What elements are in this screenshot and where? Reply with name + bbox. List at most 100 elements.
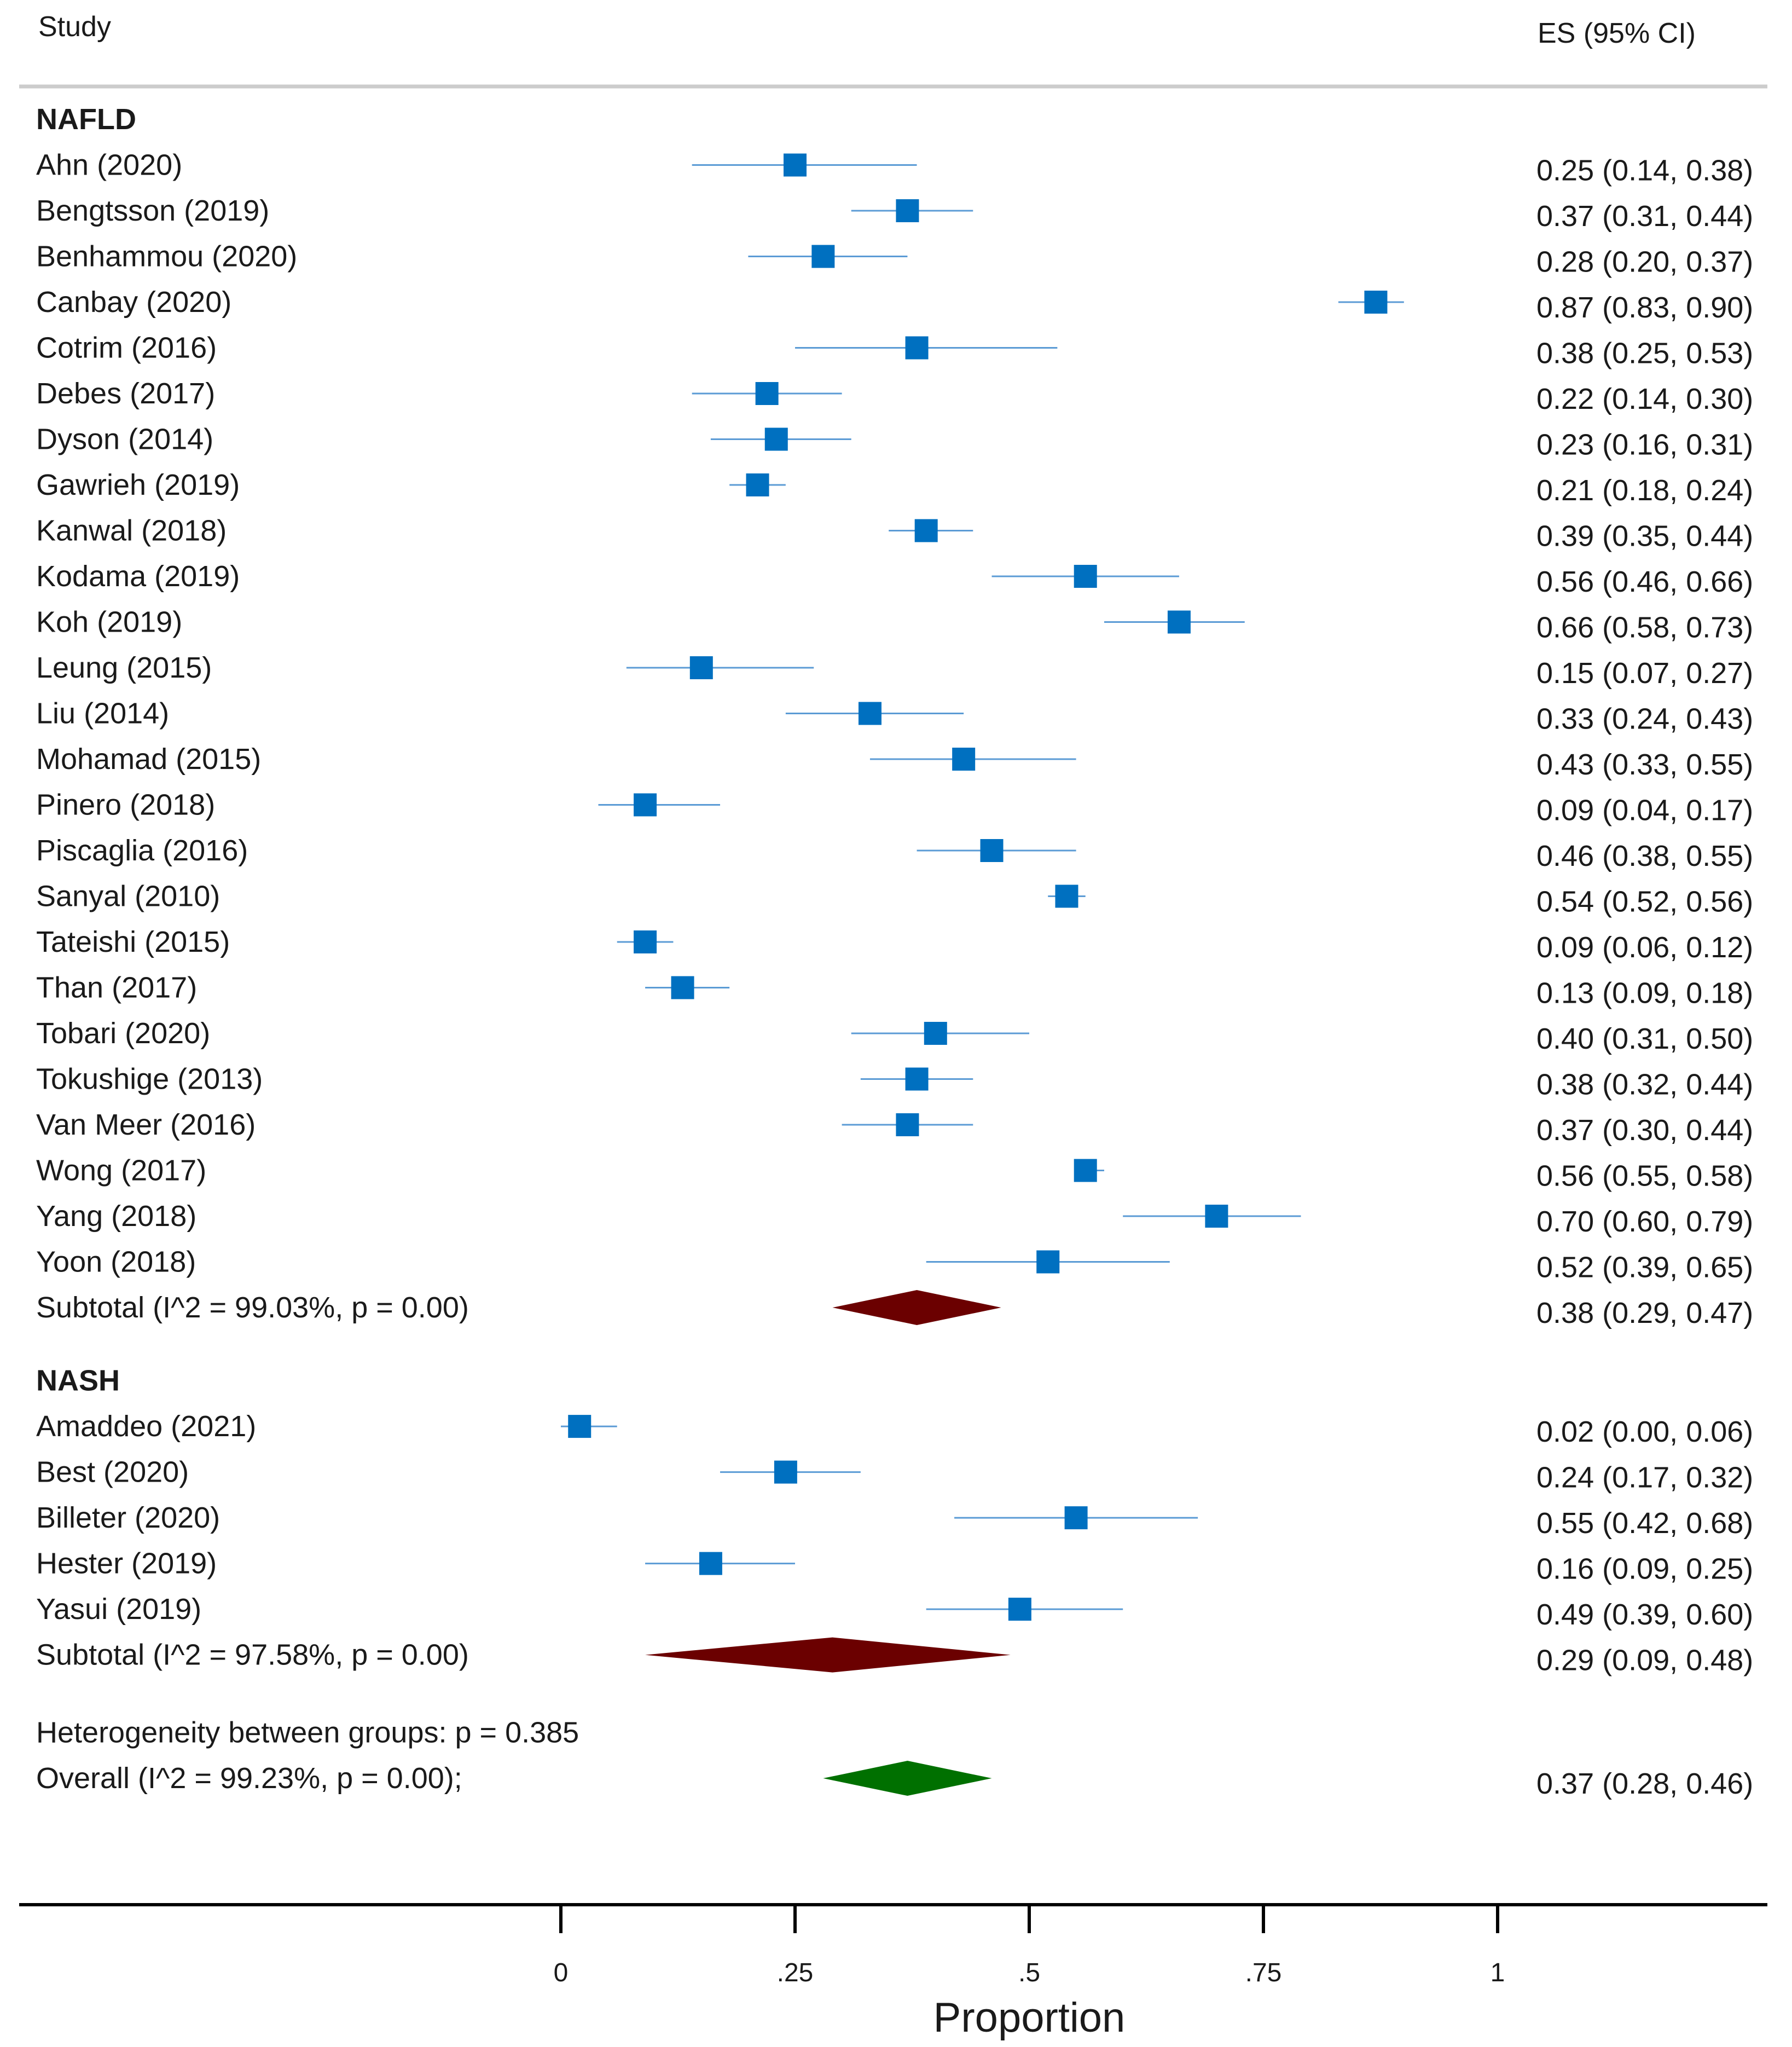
study-label-canbay-2020: Canbay (2020) xyxy=(36,286,231,319)
study-label-tobari-2020: Tobari (2020) xyxy=(36,1017,210,1050)
es-ci-text-sanyal-2010: 0.54 (0.52, 0.56) xyxy=(1536,886,1753,918)
point-estimate-cotrim-2016 xyxy=(905,336,929,360)
point-estimate-kodama-2019 xyxy=(1074,565,1097,588)
point-estimate-gawrieh-2019 xyxy=(746,473,769,496)
x-tick-label: .75 xyxy=(1245,1958,1282,1987)
point-estimate-wong-2017 xyxy=(1074,1159,1097,1182)
point-estimate-mohamad-2015 xyxy=(952,748,976,771)
study-label-cotrim-2016: Cotrim (2016) xyxy=(36,332,217,365)
es-ci-text-liu-2014: 0.33 (0.24, 0.43) xyxy=(1536,703,1753,736)
study-label-yang-2018: Yang (2018) xyxy=(36,1200,196,1233)
point-estimate-bengtsson-2019 xyxy=(896,199,919,222)
point-estimate-kanwal-2018 xyxy=(914,519,938,542)
study-label-leung-2015: Leung (2015) xyxy=(36,651,212,684)
point-estimate-benhammou-2020 xyxy=(811,245,835,268)
point-estimate-ahn-2020 xyxy=(784,153,807,177)
study-label-wong-2017: Wong (2017) xyxy=(36,1154,206,1187)
overall-diamond xyxy=(823,1761,992,1796)
study-label-bengtsson-2019: Bengtsson (2019) xyxy=(36,194,269,227)
es-ci-text-leung-2015: 0.15 (0.07, 0.27) xyxy=(1536,657,1753,690)
study-label-tateishi-2015: Tateishi (2015) xyxy=(36,926,230,958)
es-ci-text-best-2020: 0.24 (0.17, 0.32) xyxy=(1536,1461,1753,1494)
es-ci-text-benhammou-2020: 0.28 (0.20, 0.37) xyxy=(1536,246,1753,279)
es-ci-text-yasui-2019: 0.49 (0.39, 0.60) xyxy=(1536,1598,1753,1631)
es-ci-text-billeter-2020: 0.55 (0.42, 0.68) xyxy=(1536,1507,1753,1540)
point-estimate-dyson-2014 xyxy=(764,427,788,451)
study-label-billeter-2020: Billeter (2020) xyxy=(36,1501,220,1534)
point-estimate-best-2020 xyxy=(774,1460,797,1484)
es-ci-text-kanwal-2018: 0.39 (0.35, 0.44) xyxy=(1536,520,1753,553)
heterogeneity-text: Heterogeneity between groups: p = 0.385 xyxy=(36,1716,579,1749)
es-ci-text-yang-2018: 0.70 (0.60, 0.79) xyxy=(1536,1205,1753,1238)
point-estimate-koh-2019 xyxy=(1167,610,1191,634)
study-label-benhammou-2020: Benhammou (2020) xyxy=(36,240,297,273)
x-axis-title: Proportion xyxy=(933,1994,1126,2041)
es-ci-text-wong-2017: 0.56 (0.55, 0.58) xyxy=(1536,1160,1753,1193)
point-estimate-hester-2019 xyxy=(699,1552,722,1575)
x-tick-label: .25 xyxy=(777,1958,814,1987)
subtotal-ci-text-nash: 0.29 (0.09, 0.48) xyxy=(1536,1644,1753,1677)
x-tick-label: 0 xyxy=(554,1958,569,1987)
es-ci-text-yoon-2018: 0.52 (0.39, 0.65) xyxy=(1536,1251,1753,1284)
point-estimate-tateishi-2015 xyxy=(634,930,657,953)
x-axis: 0 .25 .5 .75 1 Proportion xyxy=(19,1903,1767,2041)
study-label-hester-2019: Hester (2019) xyxy=(36,1547,217,1580)
es-ci-text-bengtsson-2019: 0.37 (0.31, 0.44) xyxy=(1536,200,1753,233)
study-label-tokushige-2013: Tokushige (2013) xyxy=(36,1063,263,1096)
subtotal-ci-text-nafld: 0.38 (0.29, 0.47) xyxy=(1536,1297,1753,1329)
study-label-sanyal-2010: Sanyal (2010) xyxy=(36,880,220,913)
point-estimate-sanyal-2010 xyxy=(1055,884,1078,908)
point-estimate-amaddeo-2021 xyxy=(568,1415,591,1438)
point-estimate-billeter-2020 xyxy=(1064,1506,1088,1530)
study-label-best-2020: Best (2020) xyxy=(36,1456,189,1489)
es-ci-text-gawrieh-2019: 0.21 (0.18, 0.24) xyxy=(1536,474,1753,507)
study-label-debes-2017: Debes (2017) xyxy=(36,377,215,410)
x-tick-label: 1 xyxy=(1491,1958,1505,1987)
subtotal-diamond-nash xyxy=(645,1637,1011,1673)
es-ci-text-van-meer-2016: 0.37 (0.30, 0.44) xyxy=(1536,1114,1753,1147)
es-ci-text-tokushige-2013: 0.38 (0.32, 0.44) xyxy=(1536,1068,1753,1101)
study-label-than-2017: Than (2017) xyxy=(36,972,197,1004)
es-ci-text-pinero-2018: 0.09 (0.04, 0.17) xyxy=(1536,794,1753,827)
x-tick-label: .5 xyxy=(1018,1958,1040,1987)
subtotal-label-nafld: Subtotal (I^2 = 99.03%, p = 0.00) xyxy=(36,1291,469,1324)
es-ci-text-amaddeo-2021: 0.02 (0.00, 0.06) xyxy=(1536,1415,1753,1448)
study-label-kodama-2019: Kodama (2019) xyxy=(36,560,240,593)
study-label-kanwal-2018: Kanwal (2018) xyxy=(36,514,227,547)
subtotal-label-nash: Subtotal (I^2 = 97.58%, p = 0.00) xyxy=(36,1639,469,1672)
es-ci-text-tateishi-2015: 0.09 (0.06, 0.12) xyxy=(1536,931,1753,964)
point-estimate-liu-2014 xyxy=(858,702,881,725)
study-column-header: Study xyxy=(38,11,111,43)
point-estimate-canbay-2020 xyxy=(1364,291,1388,314)
forest-rows: NAFLD Ahn (2020) 0.25 (0.14, 0.38) Bengtsso… xyxy=(36,103,1753,1800)
point-estimate-yang-2018 xyxy=(1205,1205,1228,1228)
es-ci-text-mohamad-2015: 0.43 (0.33, 0.55) xyxy=(1536,748,1753,781)
point-estimate-pinero-2018 xyxy=(634,793,657,817)
overall-ci-text: 0.37 (0.28, 0.46) xyxy=(1536,1767,1753,1800)
subtotal-diamond-nafld xyxy=(832,1290,1001,1325)
study-label-liu-2014: Liu (2014) xyxy=(36,697,169,730)
es-ci-text-dyson-2014: 0.23 (0.16, 0.31) xyxy=(1536,429,1753,461)
study-label-yasui-2019: Yasui (2019) xyxy=(36,1593,201,1626)
study-label-koh-2019: Koh (2019) xyxy=(36,606,182,639)
point-estimate-tobari-2020 xyxy=(924,1022,947,1045)
es-ci-text-debes-2017: 0.22 (0.14, 0.30) xyxy=(1536,383,1753,415)
group-label-nash: NASH xyxy=(36,1364,120,1397)
study-label-dyson-2014: Dyson (2014) xyxy=(36,423,213,456)
point-estimate-yoon-2018 xyxy=(1036,1250,1060,1274)
es-ci-text-koh-2019: 0.66 (0.58, 0.73) xyxy=(1536,611,1753,644)
study-label-mohamad-2015: Mohamad (2015) xyxy=(36,743,261,776)
point-estimate-van-meer-2016 xyxy=(896,1113,919,1136)
study-label-piscaglia-2016: Piscaglia (2016) xyxy=(36,834,248,867)
study-label-pinero-2018: Pinero (2018) xyxy=(36,789,215,822)
es-ci-text-tobari-2020: 0.40 (0.31, 0.50) xyxy=(1536,1022,1753,1055)
es-ci-text-canbay-2020: 0.87 (0.83, 0.90) xyxy=(1536,291,1753,324)
point-estimate-piscaglia-2016 xyxy=(980,839,1004,862)
point-estimate-than-2017 xyxy=(671,976,694,999)
es-ci-text-kodama-2019: 0.56 (0.46, 0.66) xyxy=(1536,565,1753,598)
point-estimate-debes-2017 xyxy=(755,382,779,405)
es-ci-text-hester-2019: 0.16 (0.09, 0.25) xyxy=(1536,1553,1753,1586)
point-estimate-yasui-2019 xyxy=(1008,1598,1031,1621)
es-ci-text-than-2017: 0.13 (0.09, 0.18) xyxy=(1536,977,1753,1010)
